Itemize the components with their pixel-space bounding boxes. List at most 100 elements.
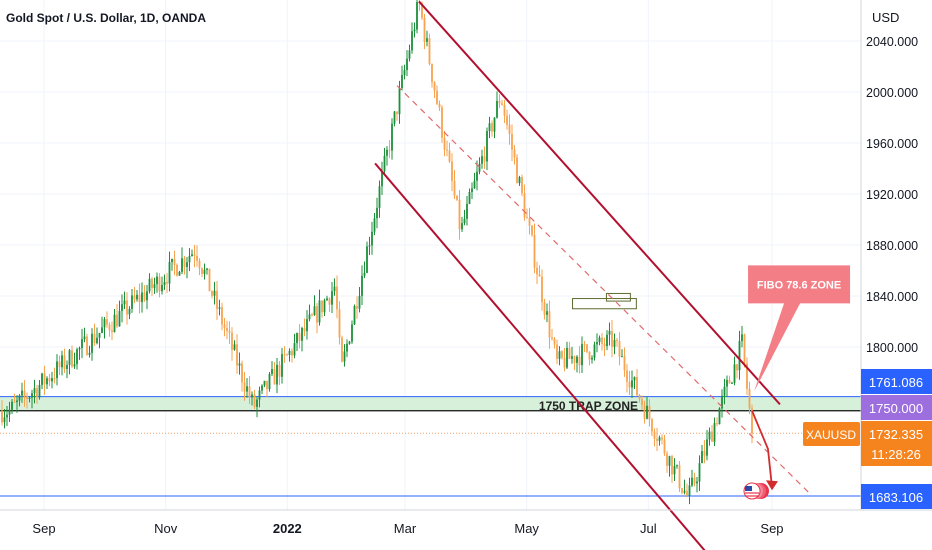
consolidation-box [572, 292, 637, 310]
candle-body-129 [323, 300, 326, 313]
candle-body-264 [661, 437, 663, 440]
y-tick-label-1: 2000.000 [866, 86, 918, 100]
candle-body-247 [618, 341, 621, 357]
candle-body-238 [596, 342, 598, 345]
candle-body-286 [716, 423, 718, 425]
candle-body-126 [316, 306, 318, 323]
candle-body-17 [43, 373, 46, 385]
candle-body-170 [426, 38, 428, 42]
candle-body-203 [508, 124, 511, 134]
trap-zone: 1750 TRAP ZONE [0, 396, 861, 413]
candle-body-20 [51, 378, 53, 382]
candle-body-175 [438, 103, 441, 108]
candle-body-87 [218, 307, 221, 309]
candle-body-90 [226, 327, 228, 331]
candle-body-223 [558, 351, 561, 359]
candle-body-64 [161, 284, 163, 292]
candle-body-111 [278, 364, 281, 377]
lower-line-value: 1683.106 [869, 490, 923, 505]
y-tick-label-5: 1840.000 [866, 290, 918, 304]
x-tick-label-5: Jul [640, 521, 657, 536]
candles [1, 0, 753, 505]
candle-body-25 [63, 355, 66, 369]
candle-body-147 [368, 245, 371, 247]
candle-body-258 [646, 405, 648, 419]
candle-body-79 [198, 260, 201, 269]
candle-body-256 [641, 399, 643, 406]
candle-body-29 [73, 364, 76, 367]
candle-body-250 [626, 370, 628, 382]
candle-body-84 [211, 291, 213, 296]
candle-body-128 [321, 300, 323, 313]
candle-body-143 [358, 295, 361, 309]
y-tick-label-6: 1800.000 [866, 341, 918, 355]
candle-body-192 [481, 156, 483, 164]
candle-body-72 [181, 258, 183, 272]
candle-body-57 [143, 292, 146, 301]
candle-body-271 [678, 465, 681, 489]
candle-body-123 [308, 314, 311, 320]
candle-body-32 [81, 339, 83, 349]
candle-body-213 [533, 234, 536, 268]
candle-body-209 [523, 193, 526, 218]
candle-body-146 [366, 246, 368, 273]
candle-body-183 [458, 199, 461, 230]
x-tick-label-2: 2022 [273, 521, 302, 536]
candle-body-240 [601, 337, 603, 344]
candle-body-205 [513, 149, 516, 158]
candle-body-80 [201, 268, 203, 274]
candle-body-68 [171, 258, 173, 263]
candle-body-253 [633, 377, 636, 381]
candle-body-288 [721, 395, 723, 409]
candle-body-55 [138, 294, 141, 303]
candle-body-277 [693, 477, 696, 484]
descending-channel [374, 0, 811, 550]
candle-body-215 [538, 274, 541, 277]
candle-body-275 [688, 485, 691, 496]
x-axis[interactable]: Sep Nov 2022 Mar May Jul Sep [32, 521, 783, 536]
candle-body-1 [3, 417, 6, 423]
candle-body-117 [293, 343, 296, 356]
channel-mid-line [396, 85, 811, 495]
candle-body-289 [723, 386, 726, 396]
candle-body-259 [648, 405, 651, 420]
candle-body-48 [121, 304, 123, 311]
candle-body-116 [291, 350, 293, 356]
candle-body-101 [253, 394, 256, 407]
candle-body-279 [698, 463, 701, 482]
y-axis[interactable]: 2040.000 2000.000 1960.000 1920.000 1880.000… [866, 35, 918, 355]
candle-body-180 [451, 161, 453, 181]
candle-body-297 [743, 334, 746, 364]
candle-body-121 [303, 327, 306, 332]
candle-body-291 [728, 379, 731, 384]
candle-body-228 [571, 356, 573, 359]
candle-body-52 [131, 295, 133, 309]
candle-body-16 [41, 373, 43, 385]
candle-body-18 [46, 378, 48, 385]
candle-body-242 [606, 334, 608, 347]
candle-body-232 [581, 344, 583, 366]
x-tick-label-4: May [514, 521, 539, 536]
candle-body-221 [553, 338, 556, 345]
candle-body-131 [328, 298, 331, 305]
bar-countdown: 11:28:26 [871, 447, 921, 462]
candle-body-237 [593, 344, 596, 358]
candle-body-249 [623, 356, 626, 371]
candle-body-257 [643, 405, 646, 419]
candle-body-150 [376, 207, 378, 219]
candle-body-71 [178, 271, 181, 276]
candle-body-136 [341, 337, 343, 362]
candle-body-106 [266, 380, 268, 390]
candle-body-149 [373, 218, 376, 232]
us-flag-icon [743, 482, 769, 500]
candle-body-182 [456, 195, 458, 200]
candle-body-24 [61, 355, 63, 368]
channel-lower-line [374, 162, 706, 550]
channel-upper-line [418, 0, 781, 406]
candle-body-152 [381, 171, 383, 187]
candle-body-34 [86, 336, 88, 355]
candle-body-290 [726, 379, 728, 387]
candle-body-222 [556, 344, 558, 359]
candle-body-56 [141, 292, 143, 303]
